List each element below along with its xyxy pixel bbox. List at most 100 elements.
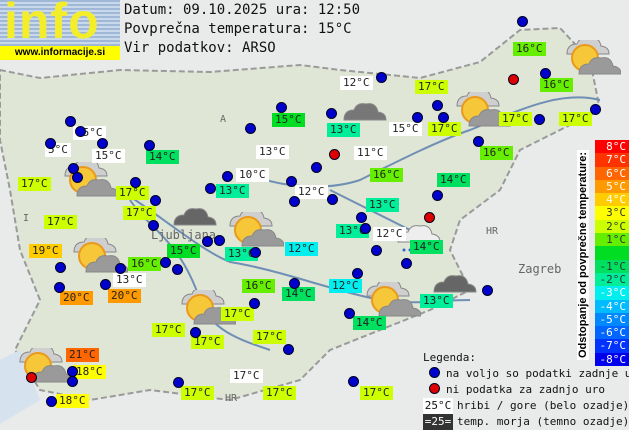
station-dot-available[interactable] bbox=[352, 268, 363, 279]
station-dot-available[interactable] bbox=[97, 138, 108, 149]
station-temperature[interactable]: 16°C bbox=[128, 257, 161, 271]
station-temperature[interactable]: 12°C bbox=[340, 76, 373, 90]
station-temperature[interactable]: 17°C bbox=[221, 307, 254, 321]
station-dot-available[interactable] bbox=[150, 195, 161, 206]
station-temperature[interactable]: 17°C bbox=[18, 177, 51, 191]
station-dot-unavailable[interactable] bbox=[508, 74, 519, 85]
station-temperature[interactable]: 13°C bbox=[420, 294, 453, 308]
station-temperature[interactable]: 12°C bbox=[329, 279, 362, 293]
station-dot-available[interactable] bbox=[590, 104, 601, 115]
station-dot-available[interactable] bbox=[283, 344, 294, 355]
station-dot-available[interactable] bbox=[160, 257, 171, 268]
station-dot-available[interactable] bbox=[401, 258, 412, 269]
station-temperature[interactable]: 17°C bbox=[360, 386, 393, 400]
station-temperature[interactable]: 13°C bbox=[113, 273, 146, 287]
station-temperature[interactable]: 12°C bbox=[295, 185, 328, 199]
station-temperature[interactable]: 17°C bbox=[415, 80, 448, 94]
station-temperature[interactable]: 17°C bbox=[253, 330, 286, 344]
station-temperature[interactable]: 14°C bbox=[146, 150, 179, 164]
station-temperature[interactable]: 16°C bbox=[242, 279, 275, 293]
station-dot-available[interactable] bbox=[371, 245, 382, 256]
station-dot-available[interactable] bbox=[356, 212, 367, 223]
station-dot-available[interactable] bbox=[67, 376, 78, 387]
station-temperature[interactable]: 14°C bbox=[282, 287, 315, 301]
station-dot-available[interactable] bbox=[412, 112, 423, 123]
station-temperature[interactable]: 16°C bbox=[513, 42, 546, 56]
station-temperature[interactable]: 18°C bbox=[56, 394, 89, 408]
station-dot-available[interactable] bbox=[202, 236, 213, 247]
station-temperature[interactable]: 17°C bbox=[191, 335, 224, 349]
station-dot-available[interactable] bbox=[432, 100, 443, 111]
station-dot-available[interactable] bbox=[245, 123, 256, 134]
station-dot-available[interactable] bbox=[55, 262, 66, 273]
station-temperature[interactable]: 15°C bbox=[272, 113, 305, 127]
logo-url[interactable]: www.informacije.si bbox=[0, 46, 120, 60]
station-dot-available[interactable] bbox=[148, 220, 159, 231]
station-dot-available[interactable] bbox=[289, 278, 300, 289]
station-temperature[interactable]: 18°C bbox=[73, 365, 106, 379]
station-dot-unavailable[interactable] bbox=[424, 212, 435, 223]
station-temperature[interactable]: 14°C bbox=[353, 316, 386, 330]
station-temperature[interactable]: 17°C bbox=[428, 122, 461, 136]
station-temperature[interactable]: 13°C bbox=[256, 145, 289, 159]
station-temperature[interactable]: 17°C bbox=[152, 323, 185, 337]
station-temperature[interactable]: 17°C bbox=[44, 215, 77, 229]
station-dot-available[interactable] bbox=[344, 308, 355, 319]
station-dot-available[interactable] bbox=[190, 327, 201, 338]
station-dot-available[interactable] bbox=[438, 112, 449, 123]
station-dot-unavailable[interactable] bbox=[26, 372, 37, 383]
info-logo[interactable]: info www.informacije.si bbox=[0, 0, 120, 60]
station-temperature[interactable]: 17°C bbox=[263, 386, 296, 400]
station-temperature[interactable]: 12°C bbox=[285, 242, 318, 256]
station-dot-available[interactable] bbox=[250, 247, 261, 258]
station-temperature[interactable]: 15°C bbox=[92, 149, 125, 163]
station-dot-available[interactable] bbox=[115, 263, 126, 274]
station-dot-available[interactable] bbox=[205, 183, 216, 194]
station-temperature[interactable]: 17°C bbox=[559, 112, 592, 126]
station-temperature[interactable]: 17°C bbox=[123, 206, 156, 220]
station-temperature[interactable]: 10°C bbox=[236, 168, 269, 182]
station-temperature[interactable]: 16°C bbox=[540, 78, 573, 92]
station-dot-available[interactable] bbox=[46, 396, 57, 407]
station-dot-available[interactable] bbox=[517, 16, 528, 27]
station-temperature[interactable]: 17°C bbox=[181, 386, 214, 400]
station-dot-available[interactable] bbox=[360, 223, 371, 234]
station-temperature[interactable]: 15°C bbox=[389, 122, 422, 136]
station-dot-available[interactable] bbox=[289, 196, 300, 207]
station-dot-available[interactable] bbox=[534, 114, 545, 125]
station-dot-available[interactable] bbox=[54, 282, 65, 293]
station-dot-available[interactable] bbox=[173, 377, 184, 388]
station-temperature[interactable]: 13°C bbox=[225, 247, 258, 261]
station-dot-available[interactable] bbox=[311, 162, 322, 173]
station-dot-available[interactable] bbox=[45, 138, 56, 149]
station-dot-available[interactable] bbox=[327, 194, 338, 205]
station-dot-available[interactable] bbox=[130, 177, 141, 188]
station-dot-available[interactable] bbox=[540, 68, 551, 79]
station-temperature[interactable]: 13°C bbox=[327, 123, 360, 137]
station-dot-available[interactable] bbox=[72, 172, 83, 183]
station-dot-available[interactable] bbox=[65, 116, 76, 127]
station-dot-available[interactable] bbox=[172, 264, 183, 275]
station-dot-available[interactable] bbox=[376, 72, 387, 83]
station-temperature[interactable]: 14°C bbox=[437, 173, 470, 187]
station-dot-available[interactable] bbox=[144, 140, 155, 151]
station-dot-available[interactable] bbox=[348, 376, 359, 387]
station-temperature[interactable]: 16°C bbox=[480, 146, 513, 160]
station-dot-available[interactable] bbox=[249, 298, 260, 309]
station-dot-available[interactable] bbox=[276, 102, 287, 113]
station-dot-available[interactable] bbox=[286, 176, 297, 187]
station-dot-available[interactable] bbox=[326, 108, 337, 119]
station-dot-available[interactable] bbox=[214, 235, 225, 246]
station-dot-available[interactable] bbox=[100, 279, 111, 290]
station-temperature[interactable]: 20°C bbox=[60, 291, 93, 305]
station-temperature[interactable]: 20°C bbox=[108, 289, 141, 303]
station-dot-available[interactable] bbox=[473, 136, 484, 147]
station-temperature[interactable]: 19°C bbox=[29, 244, 62, 258]
station-temperature[interactable]: 12°C bbox=[373, 227, 406, 241]
station-temperature[interactable]: 17°C bbox=[116, 186, 149, 200]
station-dot-available[interactable] bbox=[432, 190, 443, 201]
station-temperature[interactable]: 13°C bbox=[216, 184, 249, 198]
station-dot-available[interactable] bbox=[482, 285, 493, 296]
station-dot-available[interactable] bbox=[222, 171, 233, 182]
station-temperature[interactable]: 15°C bbox=[167, 244, 200, 258]
